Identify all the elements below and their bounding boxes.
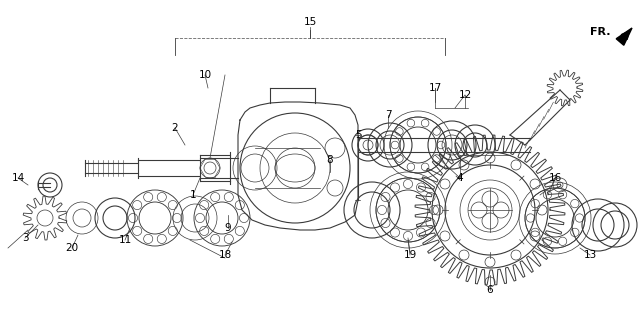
Text: 19: 19 — [403, 250, 417, 260]
Text: 3: 3 — [22, 233, 28, 243]
Text: 4: 4 — [457, 173, 463, 183]
Text: 2: 2 — [172, 123, 179, 133]
Text: 16: 16 — [548, 173, 562, 183]
Polygon shape — [616, 28, 632, 45]
Text: 11: 11 — [118, 235, 132, 245]
Text: 8: 8 — [326, 155, 333, 165]
Text: FR.: FR. — [589, 27, 611, 37]
Text: 14: 14 — [12, 173, 24, 183]
Text: 12: 12 — [458, 90, 472, 100]
Text: 9: 9 — [225, 223, 231, 233]
Text: 13: 13 — [584, 250, 596, 260]
Text: 10: 10 — [198, 70, 212, 80]
Text: 20: 20 — [65, 243, 79, 253]
Text: 18: 18 — [218, 250, 232, 260]
Text: 1: 1 — [189, 190, 196, 200]
Text: 6: 6 — [486, 285, 493, 295]
Text: 15: 15 — [303, 17, 317, 27]
Text: 17: 17 — [428, 83, 442, 93]
Text: 7: 7 — [385, 110, 391, 120]
Text: 5: 5 — [355, 130, 362, 140]
